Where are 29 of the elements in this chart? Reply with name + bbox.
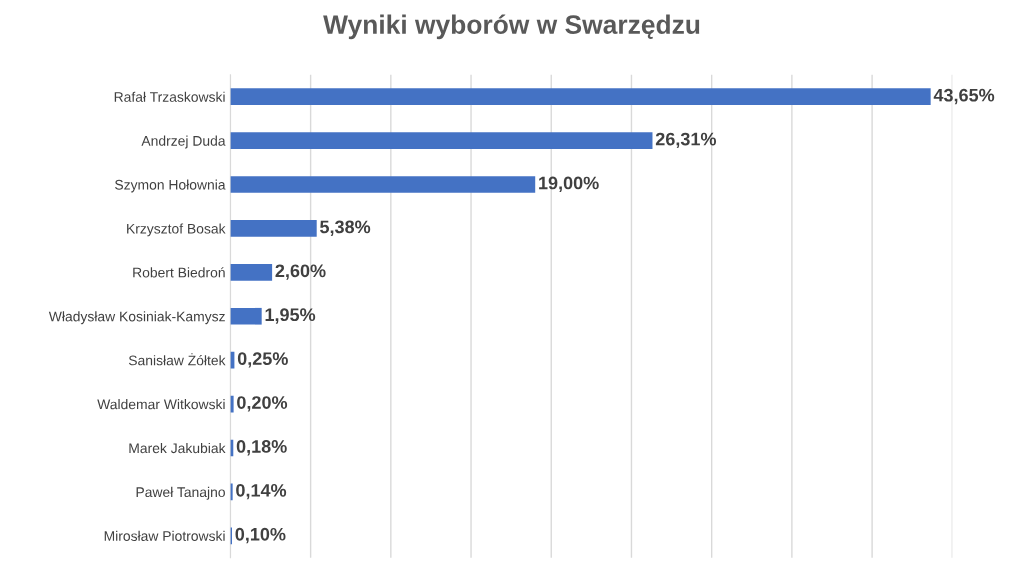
bar [230, 88, 931, 106]
y-tick-label: Sanisław Żółtek [128, 353, 226, 366]
data-label: 0,10% [235, 527, 286, 544]
y-tick-label: Mirosław Piotrowski [104, 530, 225, 541]
data-label: 0,20% [237, 396, 288, 412]
data-label: 43,65% [933, 88, 995, 105]
bar [230, 132, 653, 149]
data-label: 26,31% [655, 132, 717, 149]
y-tick-label: Paweł Tanajno [136, 486, 225, 500]
bar [230, 307, 262, 325]
data-label: 0,14% [236, 483, 287, 500]
bar [230, 220, 317, 237]
data-label: 5,38% [320, 220, 371, 236]
y-tick-label: Andrzej Duda [141, 135, 226, 149]
y-tick-label: Szymon Hołownia [115, 179, 226, 193]
y-tick-label: Marek Jakubiak [129, 442, 226, 454]
data-label: 0,25% [237, 352, 288, 368]
data-label: 19,00% [539, 176, 599, 192]
y-tick-label: Waldemar Witkowski [97, 399, 225, 410]
y-tick-label: Krzysztof Bosak [127, 223, 226, 237]
data-label: 2,60% [275, 264, 326, 280]
chart-title: Wyniki wyborów w Swarzędzu [323, 14, 700, 40]
y-tick-label: Władysław Kosiniak-Kamysz [48, 311, 225, 325]
bar [230, 176, 536, 193]
data-label: 1,95% [265, 308, 316, 324]
y-tick-label: Rafał Trzaskowski [114, 91, 225, 102]
bar [230, 264, 273, 281]
data-label: 0,18% [236, 440, 287, 456]
y-tick-label: Robert Biedroń [133, 267, 225, 278]
